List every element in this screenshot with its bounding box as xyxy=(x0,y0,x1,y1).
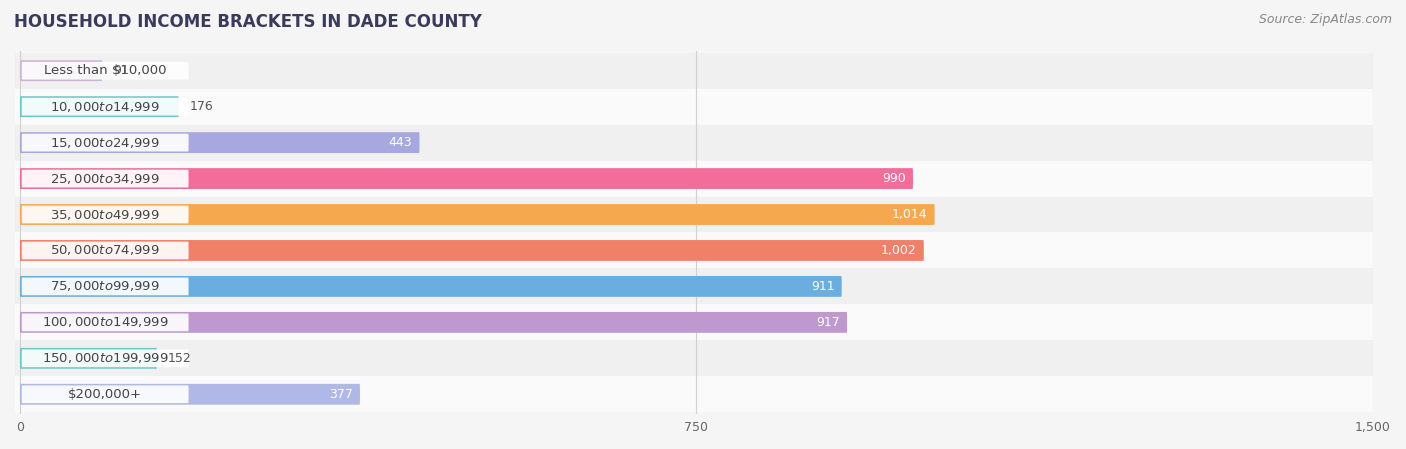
FancyBboxPatch shape xyxy=(20,276,842,297)
Bar xyxy=(15,304,1374,340)
Text: $50,000 to $74,999: $50,000 to $74,999 xyxy=(51,243,160,257)
Text: $10,000 to $14,999: $10,000 to $14,999 xyxy=(51,100,160,114)
FancyBboxPatch shape xyxy=(21,385,188,403)
Text: Less than $10,000: Less than $10,000 xyxy=(44,64,166,77)
Text: 443: 443 xyxy=(388,136,412,149)
Bar xyxy=(15,197,1374,233)
Bar xyxy=(15,125,1374,161)
Text: 990: 990 xyxy=(882,172,905,185)
Text: 152: 152 xyxy=(167,352,191,365)
Text: HOUSEHOLD INCOME BRACKETS IN DADE COUNTY: HOUSEHOLD INCOME BRACKETS IN DADE COUNTY xyxy=(14,13,482,31)
FancyBboxPatch shape xyxy=(21,277,188,295)
FancyBboxPatch shape xyxy=(20,60,103,81)
Bar xyxy=(15,88,1374,125)
FancyBboxPatch shape xyxy=(20,240,924,261)
Text: $35,000 to $49,999: $35,000 to $49,999 xyxy=(51,207,160,221)
Text: $150,000 to $199,999: $150,000 to $199,999 xyxy=(42,351,169,365)
Bar xyxy=(15,340,1374,376)
FancyBboxPatch shape xyxy=(20,348,157,369)
Text: 176: 176 xyxy=(190,100,214,113)
Text: 377: 377 xyxy=(329,388,353,401)
Bar xyxy=(15,161,1374,197)
FancyBboxPatch shape xyxy=(20,384,360,405)
Text: $15,000 to $24,999: $15,000 to $24,999 xyxy=(51,136,160,150)
FancyBboxPatch shape xyxy=(20,96,179,117)
Bar xyxy=(15,233,1374,269)
Text: 91: 91 xyxy=(112,64,128,77)
FancyBboxPatch shape xyxy=(21,242,188,260)
Text: $100,000 to $149,999: $100,000 to $149,999 xyxy=(42,315,169,330)
Bar xyxy=(15,53,1374,88)
FancyBboxPatch shape xyxy=(21,134,188,151)
FancyBboxPatch shape xyxy=(21,98,188,115)
FancyBboxPatch shape xyxy=(20,168,912,189)
Text: 917: 917 xyxy=(815,316,839,329)
Text: 911: 911 xyxy=(811,280,835,293)
Bar xyxy=(15,269,1374,304)
FancyBboxPatch shape xyxy=(21,349,188,367)
FancyBboxPatch shape xyxy=(21,313,188,331)
Text: $75,000 to $99,999: $75,000 to $99,999 xyxy=(51,279,160,293)
Text: 1,014: 1,014 xyxy=(891,208,928,221)
FancyBboxPatch shape xyxy=(21,62,188,79)
FancyBboxPatch shape xyxy=(20,204,935,225)
FancyBboxPatch shape xyxy=(21,206,188,223)
FancyBboxPatch shape xyxy=(20,312,848,333)
Bar xyxy=(15,376,1374,412)
Text: Source: ZipAtlas.com: Source: ZipAtlas.com xyxy=(1258,13,1392,26)
FancyBboxPatch shape xyxy=(21,170,188,187)
Text: $25,000 to $34,999: $25,000 to $34,999 xyxy=(51,172,160,185)
Text: 1,002: 1,002 xyxy=(880,244,917,257)
Text: $200,000+: $200,000+ xyxy=(67,388,142,401)
FancyBboxPatch shape xyxy=(20,132,419,153)
